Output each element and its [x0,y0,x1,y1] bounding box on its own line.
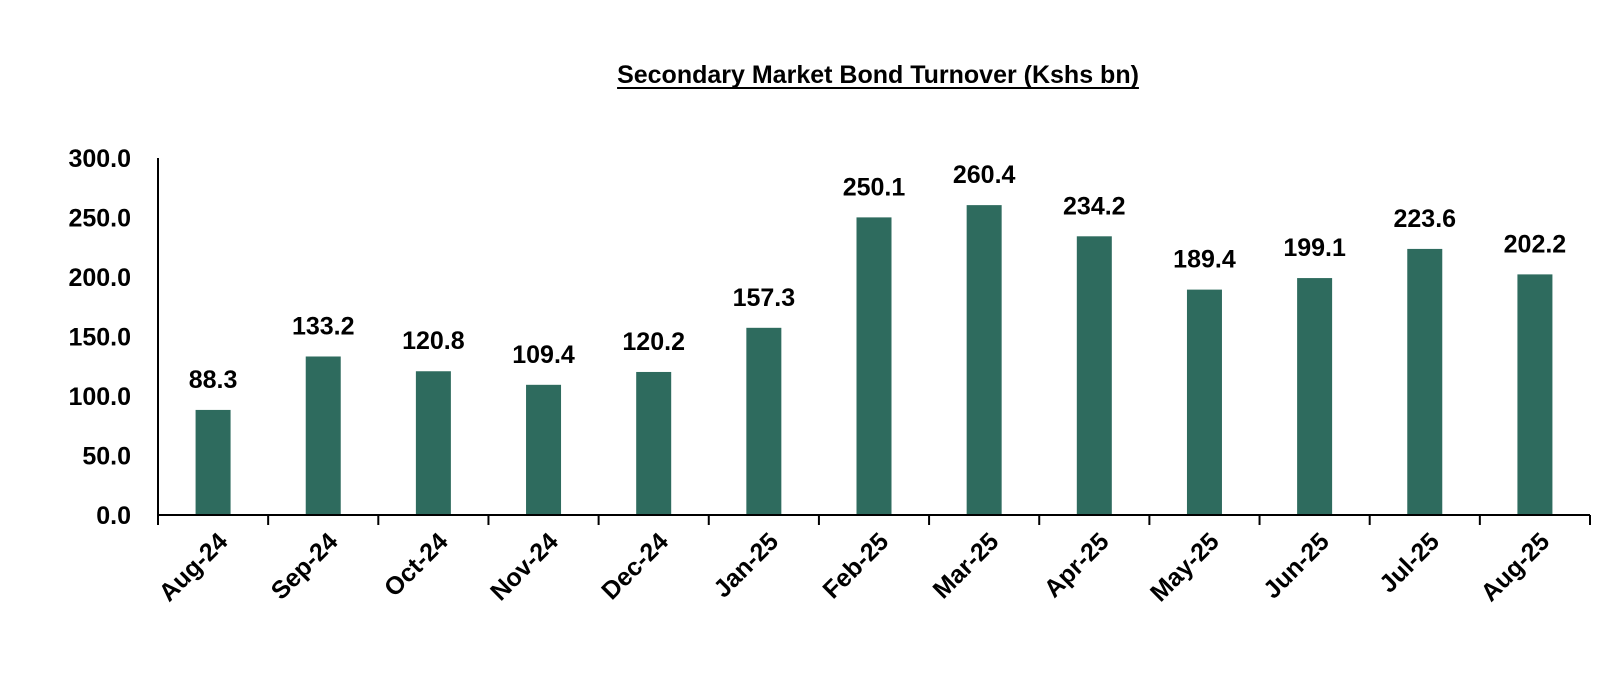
data-label: 120.8 [402,327,465,355]
data-label: 202.2 [1504,230,1567,258]
bar [636,371,672,515]
y-tick-label: 150.0 [68,324,131,352]
x-tick-label: Sep-24 [266,527,344,605]
x-tick-label: Aug-25 [1475,527,1555,607]
bar [1186,289,1222,515]
x-tick-label: Oct-24 [379,527,454,602]
data-label: 260.4 [953,161,1016,189]
data-label: 133.2 [292,312,355,340]
data-labels-group: 88.3 133.2 120.8 109.4 120.2 157.3 250.1 260.4 2… [189,161,1566,394]
bar [1407,248,1443,515]
y-tick-label: 100.0 [68,383,131,411]
bar [305,356,341,515]
bar [1297,278,1333,515]
bar [856,217,892,516]
bar [1076,236,1112,515]
y-tick-label: 0.0 [96,502,131,530]
x-tick-label: Dec-24 [596,527,674,605]
y-axis-ticks: 0.0 50.0 100.0 150.0 200.0 250.0 300.0 [68,145,131,530]
x-tick-label: Mar-25 [928,527,1005,604]
bar [195,409,231,515]
x-tick-label: May-25 [1145,527,1225,607]
data-label: 157.3 [733,284,796,312]
x-tick-label: Apr-25 [1039,527,1115,603]
data-label: 120.2 [622,328,685,356]
y-tick-label: 300.0 [68,145,131,173]
data-label: 223.6 [1393,205,1456,233]
x-axis-labels: Aug-24 Sep-24 Oct-24 Nov-24 Dec-24 Jan-25 Feb-… [154,527,1556,607]
data-label: 199.1 [1283,234,1346,262]
x-tick-label: Aug-24 [154,527,234,607]
data-label: 109.4 [512,341,575,369]
y-tick-label: 200.0 [68,264,131,292]
y-tick-label: 250.0 [68,205,131,233]
bar [966,205,1002,515]
bars-group [195,205,1553,516]
x-tick-label: Nov-24 [485,527,564,606]
bar [746,327,782,515]
x-axis-ticks [157,515,1591,525]
bar [415,371,451,515]
chart-title: Secondary Market Bond Turnover (Kshs bn) [617,61,1139,89]
x-tick-label: Feb-25 [817,527,894,604]
data-label: 250.1 [843,173,906,201]
y-tick-label: 50.0 [82,443,131,471]
data-label: 189.4 [1173,246,1236,274]
bar [526,384,562,515]
x-tick-label: Jan-25 [708,527,784,603]
x-tick-label: Jul-25 [1374,527,1445,598]
x-tick-label: Jun-25 [1258,527,1335,604]
data-label: 234.2 [1063,192,1126,220]
bar [1517,274,1553,515]
data-label: 88.3 [189,366,238,394]
